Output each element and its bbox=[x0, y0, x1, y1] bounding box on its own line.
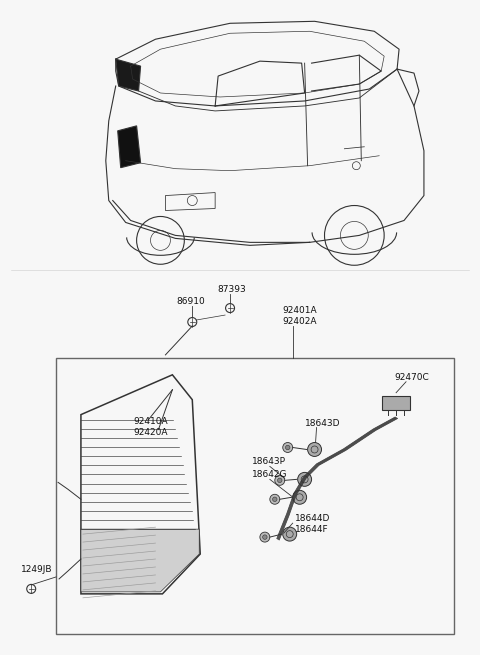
Circle shape bbox=[263, 535, 267, 539]
Text: 92410A: 92410A bbox=[133, 417, 168, 426]
Circle shape bbox=[283, 443, 293, 453]
Polygon shape bbox=[382, 396, 410, 409]
Text: 92420A: 92420A bbox=[133, 428, 168, 436]
Polygon shape bbox=[116, 59, 141, 91]
Text: 18644D: 18644D bbox=[295, 514, 330, 523]
Circle shape bbox=[277, 478, 282, 483]
Text: 92470C: 92470C bbox=[394, 373, 429, 382]
Text: 92401A: 92401A bbox=[283, 306, 317, 315]
Circle shape bbox=[298, 472, 312, 486]
Text: 92402A: 92402A bbox=[283, 317, 317, 326]
Circle shape bbox=[283, 527, 297, 541]
Text: 18643D: 18643D bbox=[305, 419, 340, 428]
Text: 1249JB: 1249JB bbox=[21, 565, 53, 574]
Circle shape bbox=[293, 491, 307, 504]
Circle shape bbox=[286, 445, 290, 450]
Text: 18642G: 18642G bbox=[252, 470, 288, 479]
Circle shape bbox=[308, 443, 322, 457]
Circle shape bbox=[273, 497, 277, 502]
Circle shape bbox=[275, 476, 285, 485]
Text: 86910: 86910 bbox=[176, 297, 204, 306]
Text: 18643P: 18643P bbox=[252, 457, 286, 466]
Circle shape bbox=[260, 532, 270, 542]
Polygon shape bbox=[118, 126, 141, 168]
Circle shape bbox=[270, 495, 280, 504]
Polygon shape bbox=[81, 529, 199, 592]
Text: 18644F: 18644F bbox=[295, 525, 328, 534]
Text: 87393: 87393 bbox=[217, 285, 246, 294]
